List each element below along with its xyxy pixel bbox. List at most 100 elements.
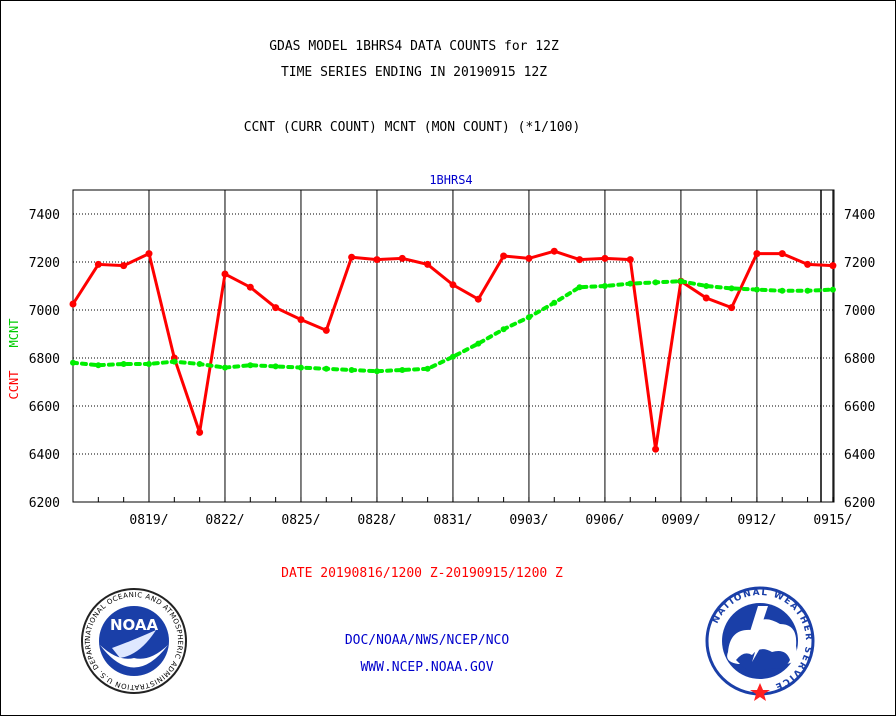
data-point-ccnt (474, 295, 482, 303)
data-point-ccnt (500, 252, 508, 260)
x-tick-label: 0831/ (433, 513, 472, 528)
data-point-mcnt (95, 362, 102, 369)
data-point-ccnt (626, 256, 634, 264)
nws-logo: NATIONAL WEATHER SERVICE (705, 586, 815, 701)
data-point-ccnt (576, 256, 584, 264)
y-tick-label-right: 7400 (844, 208, 875, 223)
y-tick-label-right: 7200 (844, 256, 875, 271)
data-point-mcnt (728, 285, 735, 292)
data-point-ccnt (778, 250, 786, 258)
plot-area (72, 189, 835, 503)
y-tick-label-left: 6200 (29, 496, 60, 511)
series-panel-title: 1BHRS4 (429, 173, 472, 187)
svg-text:NATIONAL OCEANIC AND ATMOSPHER: NATIONAL OCEANIC AND ATMOSPHERIC ADMINIS… (0, 0, 184, 691)
org-line: DOC/NOAA/NWS/NCEP/NCO (344, 633, 510, 648)
data-point-mcnt (196, 361, 203, 367)
y-axis-label-ccnt: CCNT (7, 371, 21, 400)
data-point-ccnt (322, 326, 330, 334)
data-point-mcnt (221, 364, 228, 371)
x-tick-label: 0915/ (813, 513, 852, 528)
data-point-ccnt (728, 304, 736, 312)
data-point-mcnt (272, 363, 279, 370)
data-point-ccnt (449, 281, 457, 289)
data-point-mcnt (297, 364, 304, 371)
data-point-ccnt (221, 270, 229, 278)
data-point-ccnt (398, 254, 406, 262)
data-point-mcnt (703, 283, 710, 289)
x-tick-label: 0903/ (509, 513, 548, 528)
data-point-mcnt (373, 368, 380, 375)
y-tick-label-left: 6400 (29, 448, 60, 463)
data-point-ccnt (753, 250, 761, 258)
x-tick-label: 0906/ (585, 513, 624, 528)
y-tick-label-left: 6800 (29, 352, 60, 367)
noaa-logo-text: NOAA (110, 616, 159, 634)
data-point-mcnt (449, 353, 456, 360)
data-point-mcnt (551, 299, 558, 306)
data-point-mcnt (323, 365, 330, 372)
data-point-mcnt (399, 367, 406, 373)
y-tick-label-right: 7000 (844, 304, 875, 319)
x-tick-label: 0828/ (357, 513, 396, 528)
data-point-ccnt (120, 262, 128, 270)
x-tick-label: 0819/ (129, 513, 168, 528)
data-point-ccnt (702, 294, 710, 302)
data-point-mcnt (500, 326, 507, 333)
chart-title-line1: GDAS MODEL 1BHRS4 DATA COUNTS for 12Z (269, 39, 559, 54)
x-tick-label: 0822/ (205, 513, 244, 528)
data-point-ccnt (145, 250, 153, 258)
chart-subtitle: CCNT (CURR COUNT) MCNT (MON COUNT) (*1/1… (243, 120, 581, 135)
data-point-ccnt (297, 316, 305, 324)
data-point-ccnt (69, 300, 77, 308)
data-point-ccnt (246, 283, 254, 291)
x-tick-label: 0825/ (281, 513, 320, 528)
data-point-ccnt (272, 304, 280, 312)
data-point-ccnt (550, 247, 558, 255)
data-point-ccnt (196, 428, 204, 436)
noaa-logo: NOAA NATIONAL OCEANIC AND ATMOSPHERIC AD… (0, 0, 187, 694)
data-point-mcnt (601, 283, 608, 289)
data-point-ccnt (348, 253, 356, 261)
y-tick-label-right: 6600 (844, 400, 875, 415)
data-point-mcnt (525, 314, 532, 321)
data-point-ccnt (424, 260, 432, 268)
data-point-mcnt (627, 280, 634, 287)
data-point-ccnt (525, 254, 533, 262)
y-tick-label-left: 7400 (29, 208, 60, 223)
data-point-mcnt (753, 286, 760, 293)
y-tick-label-right: 6200 (844, 496, 875, 511)
y-tick-label-left: 6600 (29, 400, 60, 415)
y-tick-label-right: 6800 (844, 352, 875, 367)
chart-title-line2: TIME SERIES ENDING IN 20190915 12Z (280, 65, 548, 80)
data-point-mcnt (804, 287, 811, 294)
data-point-mcnt (120, 361, 127, 367)
data-point-mcnt (348, 367, 355, 373)
data-point-mcnt (70, 359, 76, 366)
x-tick-label: 0909/ (661, 513, 700, 528)
noaa-ring-text: NATIONAL OCEANIC AND ATMOSPHERIC ADMINIS… (0, 0, 184, 691)
website-link[interactable]: WWW.NCEP.NOAA.GOV (360, 660, 494, 675)
x-tick-label: 0912/ (737, 513, 776, 528)
data-point-ccnt (94, 260, 102, 268)
data-point-mcnt (652, 279, 659, 286)
y-tick-label-right: 6400 (844, 448, 875, 463)
data-point-mcnt (145, 361, 152, 367)
data-point-mcnt (247, 362, 254, 369)
data-point-mcnt (171, 358, 178, 365)
data-point-mcnt (677, 278, 684, 285)
data-point-mcnt (829, 286, 836, 293)
y-axis-label-mcnt: MCNT (7, 319, 21, 348)
data-point-mcnt (576, 284, 583, 291)
y-tick-label-left: 7000 (29, 304, 60, 319)
y-tick-label-left: 7200 (29, 256, 60, 271)
data-point-ccnt (829, 262, 837, 270)
date-range-label: DATE 20190816/1200 Z-20190915/1200 Z (281, 566, 563, 581)
data-point-ccnt (601, 254, 609, 262)
data-point-mcnt (475, 340, 482, 347)
data-point-ccnt (804, 260, 812, 268)
data-point-mcnt (779, 287, 786, 294)
data-point-ccnt (373, 256, 381, 264)
data-point-ccnt (652, 445, 660, 453)
data-point-mcnt (424, 365, 431, 372)
